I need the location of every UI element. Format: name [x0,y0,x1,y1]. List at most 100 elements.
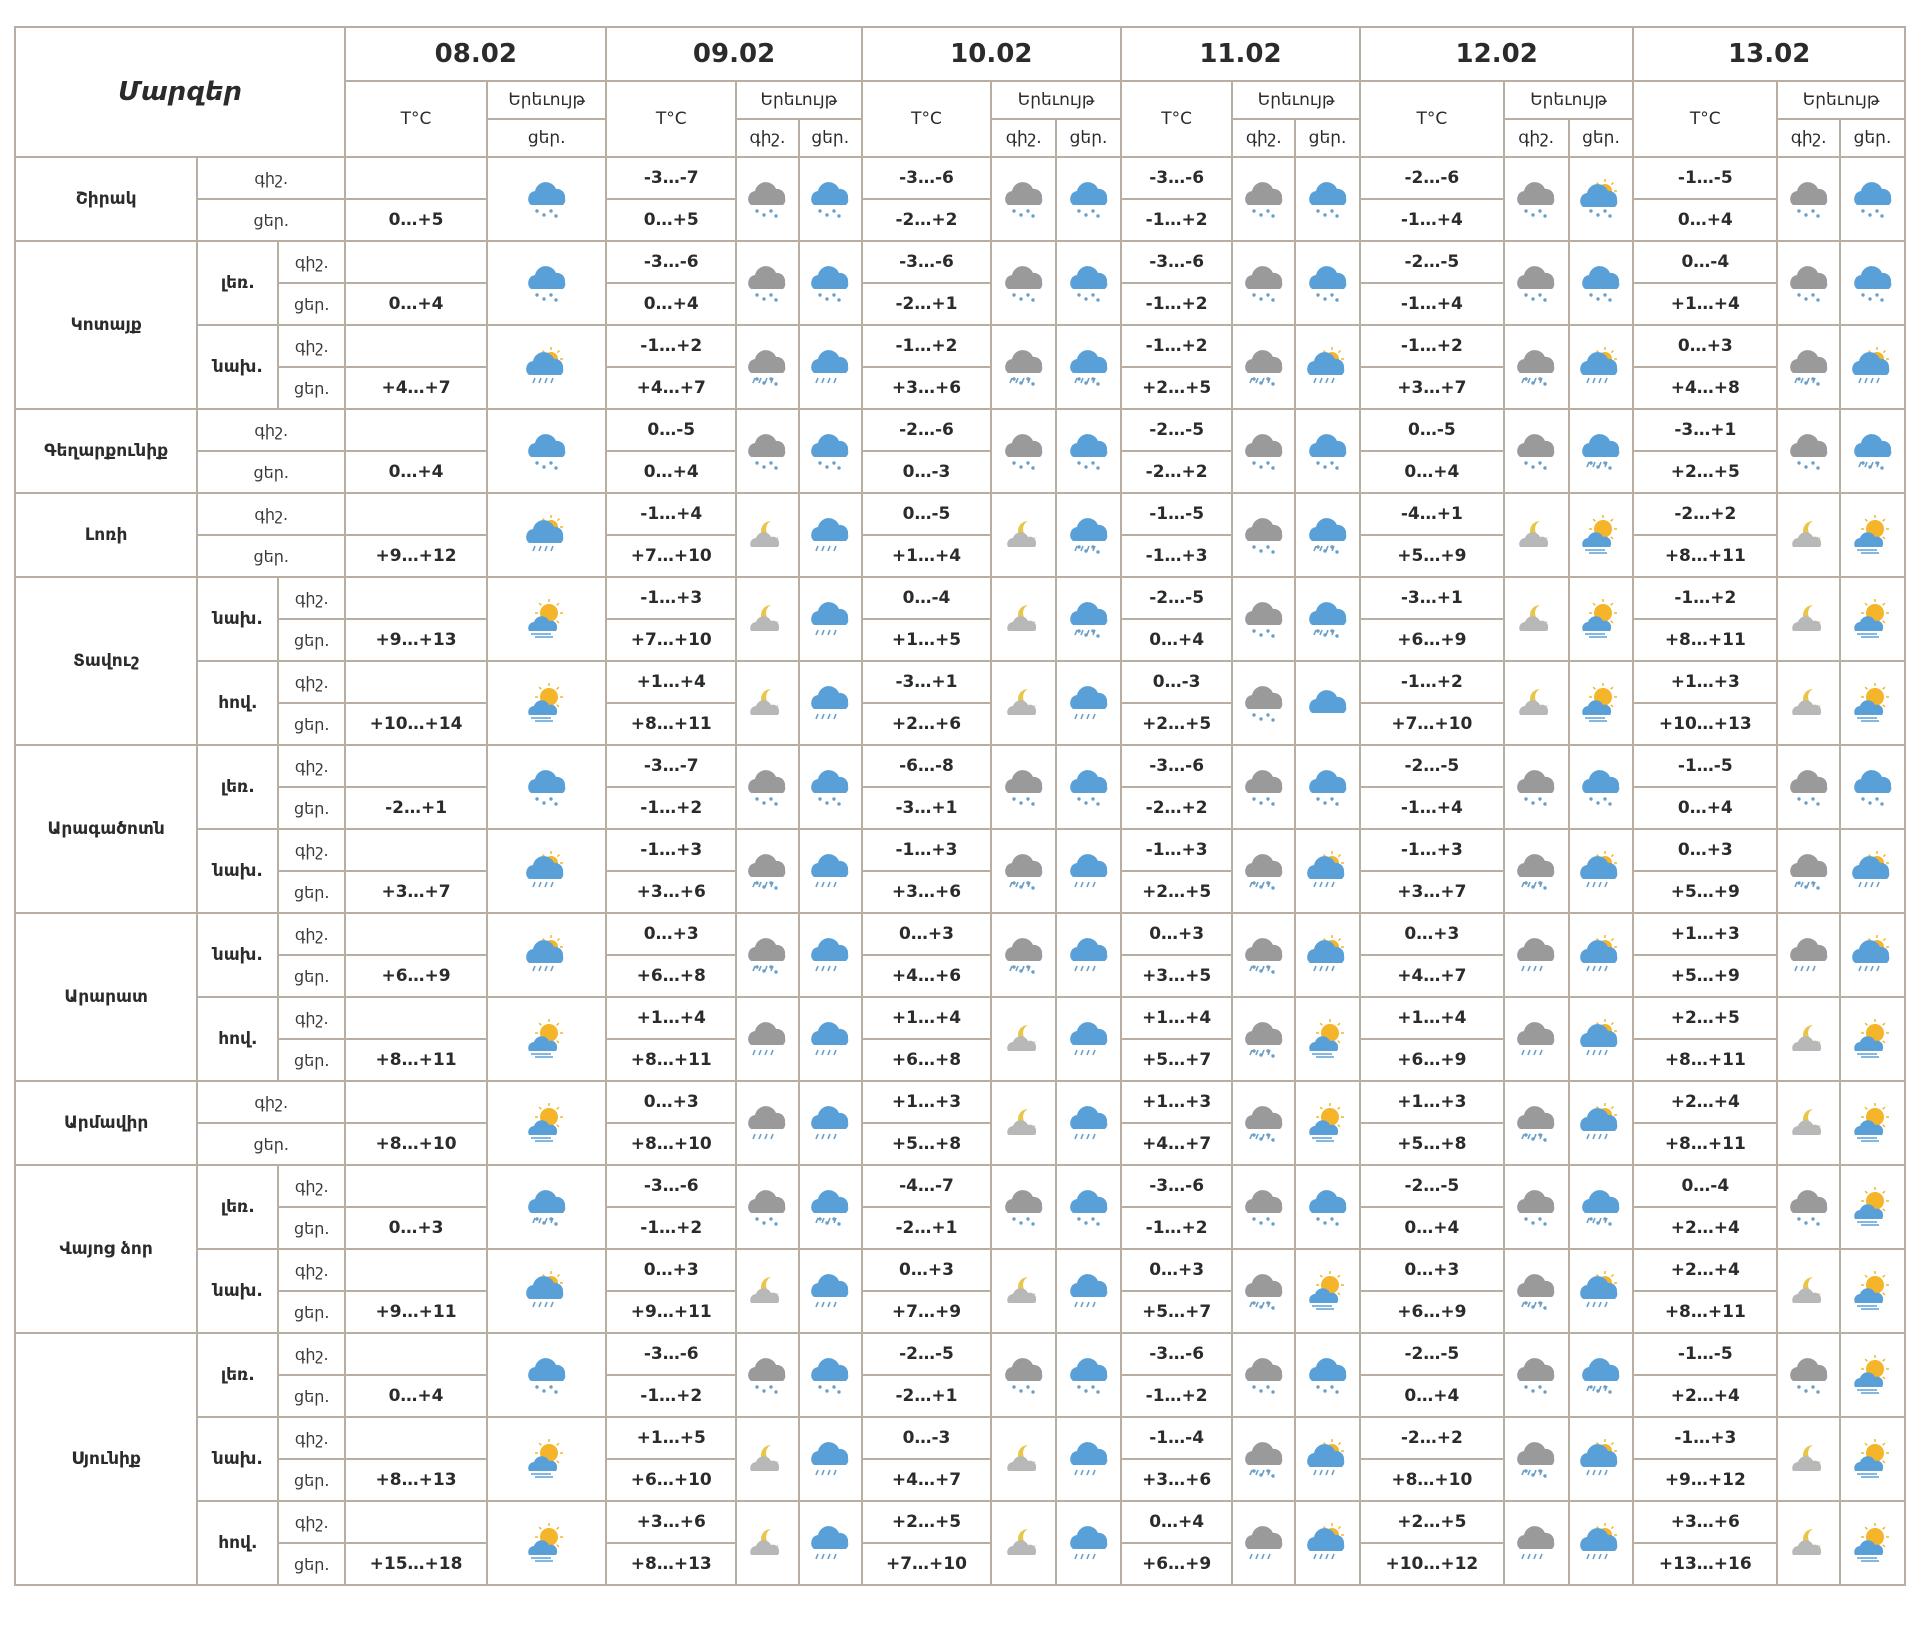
night-temp: -1…-5 [1119,492,1234,536]
moon-cloud-icon [738,681,797,725]
day-temp: +2…+5 [1119,702,1234,746]
day-weather-icon-cell [1294,492,1361,578]
day-weather-icon-cell [1839,1248,1906,1334]
night-temp: 0…-3 [860,1416,993,1460]
night-temp: 0…+3 [1358,1248,1505,1292]
sun-rain-icon [1571,1269,1632,1313]
day-weather-icon-cell [1294,1164,1361,1250]
day-temp: +15…+18 [344,1542,488,1586]
day-temp: +9…+11 [605,1290,738,1334]
moon-cloud-icon [993,1269,1054,1313]
subregion-name: նախ. [196,1248,280,1334]
day-temp: 0…+4 [1358,450,1505,494]
night-label: գիշ. [277,1248,347,1292]
rain-icon [801,1437,860,1481]
snow-icon [1842,261,1903,305]
sun-cloud-icon [1571,597,1632,641]
subregion-name: նախ. [196,324,280,410]
night-weather-icon-cell [735,492,800,578]
date-header: 12.02 [1358,26,1635,82]
moon-cloud-icon [1779,1437,1838,1481]
region-name: Շիրակ [13,156,199,242]
cloud-sleet-icon [1506,1101,1567,1145]
day-label: ցեր. [277,954,347,998]
night-temp: 0…-5 [605,408,738,452]
weather-icon-cell [485,828,608,914]
forecast-row-day: ցեր. +6…+9 +6…+8 +4…+6 +3…+5 +4…+7 +5…+9 [15,954,1905,998]
snow-icon [1058,177,1119,221]
night-label: գիշ. [277,1332,347,1376]
forecast-row-day: ցեր. 0…+5 0…+5 -2…+2 -1…+2 -1…+4 0…+4 [15,198,1905,242]
snow-icon [1571,765,1632,809]
day-temp: -1…+3 [1119,534,1234,578]
night-weather-icon-cell [735,744,800,830]
day-label: ցեր. [277,282,347,326]
moon-cloud-icon [738,1269,797,1313]
day-temp: +3…+7 [1358,366,1505,410]
moon-cloud-icon [993,597,1054,641]
day-weather-icon-cell [797,996,863,1082]
night-weather-icon-cell [1502,324,1570,410]
day-temp: +7…+10 [605,534,738,578]
weather-icon-cell [485,1416,608,1502]
day-weather-icon-cell [1055,1164,1122,1250]
subregion-name: նախ. [196,1416,280,1502]
day-temp: +5…+9 [1358,534,1505,578]
snow-icon [1842,765,1903,809]
snow-icon [489,177,605,221]
forecast-row-night: հով. գիշ. +3…+6 +2…+5 0…+4 +2…+5 +3…+6 [15,1500,1906,1586]
sun-cloud-icon [489,681,605,725]
day-temp: +8…+11 [605,702,738,746]
cloud-sleet-icon [1506,1269,1567,1313]
forecast-table: Մարզեր 08.02 09.02 10.02 11.02 12.02 13.02 T°C Ե… [13,26,1906,1586]
day-weather-icon-cell [1567,408,1635,494]
day-label: ցեր. [277,618,347,662]
day-weather-icon-cell [1294,1332,1361,1418]
night-weather-icon-cell [1776,744,1841,830]
region-name: Լոռի [13,492,199,578]
forecast-row-night: Կոտայք լեռ. գիշ. -3…-6 -3…-6 -3…-6 -2…-5 0…-4 [13,240,1906,410]
day-label: ցեր. [196,1122,347,1166]
day-temp: -2…+1 [344,786,488,830]
night-weather-icon-cell [990,1164,1058,1250]
night-weather-icon-cell [990,1500,1058,1586]
sun-rain-icon [1571,345,1632,389]
day-weather-icon-cell [1839,492,1906,578]
sun-rain-icon [1297,1437,1358,1481]
night-weather-icon-cell [990,744,1058,830]
day-temp: +6…+9 [1358,1038,1505,1082]
day-label: ցեր. [196,534,347,578]
subregion-name: հով. [196,1500,280,1586]
day-weather-icon-cell [797,408,863,494]
day-temp: +5…+9 [1632,870,1779,914]
day-label: ցեր. [277,702,347,746]
weather-header: Երեւույթ [1502,80,1635,120]
night-temp-empty [344,1164,488,1208]
day-temp: 0…+4 [605,450,738,494]
day-weather-icon-cell [1294,576,1361,662]
sun-rain-icon [489,1269,605,1313]
weather-header: Երեւույթ [1776,80,1906,120]
weather-icon-cell [485,1500,608,1586]
rain-icon [801,1521,860,1565]
moon-cloud-icon [738,1437,797,1481]
day-label: ցեր. [277,1542,347,1586]
day-weather-icon-cell [1055,996,1122,1082]
night-weather-icon-cell [1231,408,1297,494]
sleet-icon [1571,1185,1632,1229]
night-temp-empty [344,1332,488,1376]
region-name: Գեղարքունիք [13,408,199,494]
rain-icon [801,1101,860,1145]
day-weather-icon-cell [1294,1248,1361,1334]
day-weather-icon-cell [1567,240,1635,326]
rain-icon [801,681,860,725]
night-temp: -1…+3 [605,576,738,620]
night-temp: -1…-4 [1119,1416,1234,1460]
night-weather-icon-cell [990,660,1058,746]
cloud-snow-icon [1779,765,1838,809]
night-temp: -3…-7 [605,744,738,788]
cloud-snow-icon [993,1185,1054,1229]
forecast-row-day: ցեր. +15…+18 +8…+13 +7…+10 +6…+9 +10…+12 +13…+… [15,1542,1905,1586]
day-temp: +2…+5 [1119,870,1234,914]
sun-cloud-icon [1297,1269,1358,1313]
